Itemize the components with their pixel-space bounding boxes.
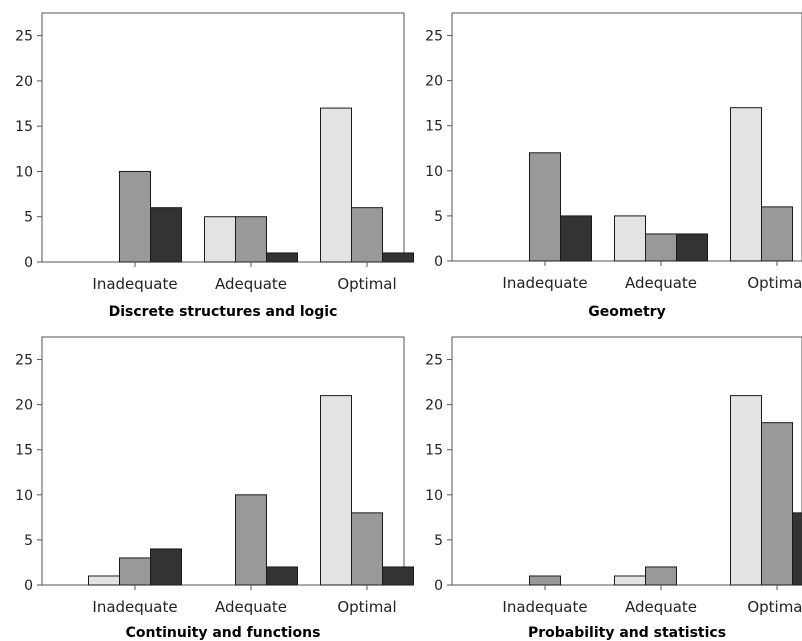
x-tick-label: Adequate <box>625 274 697 292</box>
x-tick-label: Optimal <box>747 598 802 616</box>
y-tick-label: 20 <box>15 74 33 90</box>
bar-optimal-series-3 <box>792 512 802 586</box>
y-tick-label: 25 <box>15 353 33 369</box>
bar-adequate-series-1 <box>614 215 646 262</box>
y-tick-label: 15 <box>15 443 33 459</box>
bar-optimal-series-2 <box>351 512 383 586</box>
x-tick-label: Adequate <box>215 275 287 293</box>
bar-optimal-series-2 <box>761 206 793 262</box>
bar-adequate-series-2 <box>645 566 677 586</box>
x-tick-label: Optimal <box>747 274 802 292</box>
chart-panel-2: 0 5 10 15 20 25 Inadequate Adequate Optimal Geome… <box>425 12 802 320</box>
y-tick-label: 5 <box>24 533 33 549</box>
bar-optimal-series-1 <box>730 395 762 586</box>
bar-optimal-series-3 <box>382 566 414 586</box>
y-tick-label: 5 <box>434 209 443 225</box>
y-tick-label: 0 <box>434 254 443 270</box>
y-tick-label: 5 <box>24 210 33 226</box>
y-tick-label: 5 <box>434 533 443 549</box>
chart-panel-1: 0 5 10 15 20 25 Inadequate Adequate Optimal Discr… <box>15 12 414 320</box>
chart-panel-3: 0 5 10 15 20 25 Inadequate Adequate Optimal Conti… <box>15 336 414 641</box>
bar-optimal-series-3 <box>382 252 414 263</box>
y-tick-label: 0 <box>24 578 33 594</box>
x-tick-label: Inadequate <box>92 275 177 293</box>
y-tick-label: 10 <box>15 488 33 504</box>
x-tick-label: Optimal <box>337 275 396 293</box>
y-tick-label: 25 <box>425 29 443 45</box>
y-tick-label: 25 <box>15 29 33 45</box>
y-tick-label: 20 <box>15 398 33 414</box>
bar-inadequate-series-2 <box>529 152 561 262</box>
y-tick-label: 10 <box>425 488 443 504</box>
bar-optimal-series-1 <box>320 107 352 263</box>
chart-title: Geometry <box>588 304 665 320</box>
chart-title: Discrete structures and logic <box>109 304 338 320</box>
x-tick-label: Adequate <box>625 598 697 616</box>
x-tick-label: Inadequate <box>502 274 587 292</box>
bar-adequate-series-2 <box>645 233 677 262</box>
bar-inadequate-series-3 <box>150 548 182 586</box>
bar-adequate-series-3 <box>676 233 708 262</box>
chart-panel-4: 0 5 10 15 20 25 Inadequate Adequate Optimal Proba… <box>425 336 802 641</box>
bar-adequate-series-1 <box>204 216 236 263</box>
plot-frame <box>41 336 405 586</box>
bar-adequate-series-3 <box>266 566 298 586</box>
bar-adequate-series-2 <box>235 494 267 586</box>
bar-adequate-series-2 <box>235 216 267 263</box>
y-tick-label: 15 <box>425 119 443 135</box>
bar-adequate-series-1 <box>614 575 646 586</box>
bar-adequate-series-3 <box>266 252 298 263</box>
y-tick-label: 0 <box>24 255 33 271</box>
y-tick-label: 10 <box>15 164 33 180</box>
bar-inadequate-series-1 <box>88 575 120 586</box>
bar-inadequate-series-2 <box>119 170 151 263</box>
x-tick-label: Inadequate <box>92 598 177 616</box>
y-tick-label: 15 <box>15 119 33 135</box>
y-tick-label: 25 <box>425 353 443 369</box>
bar-inadequate-series-2 <box>119 557 151 586</box>
x-tick-label: Optimal <box>337 598 396 616</box>
bar-inadequate-series-2 <box>529 575 561 586</box>
y-tick-label: 20 <box>425 74 443 90</box>
y-tick-label: 15 <box>425 443 443 459</box>
x-tick-label: Inadequate <box>502 598 587 616</box>
chart-title: Probability and statistics <box>528 625 726 641</box>
chart-title: Continuity and functions <box>126 625 321 641</box>
bar-optimal-series-2 <box>351 207 383 263</box>
bar-optimal-series-1 <box>730 107 762 262</box>
bar-optimal-series-2 <box>761 422 793 586</box>
y-tick-label: 0 <box>434 578 443 594</box>
x-tick-label: Adequate <box>215 598 287 616</box>
bar-inadequate-series-3 <box>560 215 592 262</box>
bar-inadequate-series-3 <box>150 207 182 263</box>
y-tick-label: 20 <box>425 398 443 414</box>
y-tick-label: 10 <box>425 164 443 180</box>
bar-optimal-series-1 <box>320 395 352 586</box>
